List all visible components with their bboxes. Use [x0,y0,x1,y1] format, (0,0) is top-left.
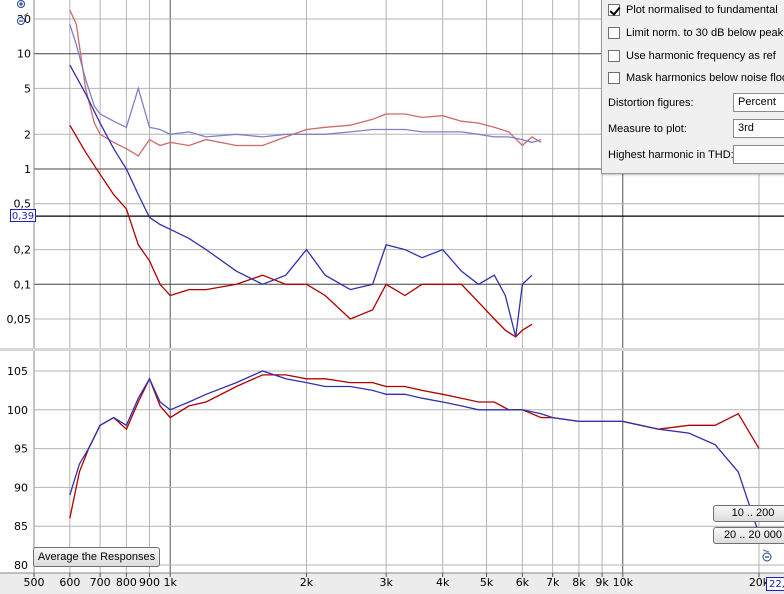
checkbox-plot-normalised-box[interactable] [608,4,620,16]
bottom-y-tick-label: 100 [7,404,28,417]
checkbox-limit-norm-box[interactable] [608,27,620,39]
range-20-20000-button[interactable]: 20 .. 20 000 [713,527,784,544]
x-tick-label: 7k [546,576,560,589]
bottom-y-tick-label: 105 [7,365,28,378]
x-tick-label: 700 [90,576,111,589]
top-y-tick-label: 0,5 [14,198,32,211]
top-y-tick-label: 0,1 [14,278,32,291]
x-tick-label: 500 [24,576,45,589]
highest-harmonic-label: Highest harmonic in THD: [608,149,734,161]
top-plot-series [69,9,542,338]
x-cursor-readout: 22, [766,577,784,591]
x-tick-label: 600 [59,576,80,589]
x-tick-label: 8k [572,576,586,589]
top-y-tick-label: 5 [24,82,31,95]
top-plot-grid [0,0,784,351]
x-tick-label: 20k [749,576,770,589]
zoom-in-icon[interactable] [16,0,30,14]
controls-panel: Plot normalised to fundamental Limit nor… [601,0,784,174]
bottom-series-2 [69,370,760,535]
top-series-2 [69,24,542,144]
top-series-1 [69,9,542,157]
x-tick-label: 4k [436,576,450,589]
axis-labels: 20105210,50,20,10,0510510095908580500600… [0,13,784,594]
x-tick-label: 5k [480,576,494,589]
zoom-out-icon[interactable] [16,12,30,26]
top-y-tick-label: 2 [24,128,31,141]
distortion-figures-select[interactable]: Percent [733,93,784,112]
cursor-value-label: 0,39 [10,209,36,222]
top-y-tick-label: 0,2 [14,244,32,257]
x-tick-label: 9k [595,576,609,589]
checkbox-limit-norm-label: Limit norm. to 30 dB below peak [626,27,784,39]
x-tick-label: 900 [139,576,160,589]
bottom-y-tick-label: 95 [14,443,28,456]
bottom-y-tick-label: 90 [14,481,28,494]
measure-to-plot-label: Measure to plot: [608,123,687,135]
checkbox-mask-harmonics-label: Mask harmonics below noise floor [626,72,784,84]
x-tick-label: 10k [613,576,634,589]
x-tick-label: 2k [300,576,314,589]
bottom-plot-series [69,370,760,535]
checkbox-use-harmonic-freq-label: Use harmonic frequency as ref [626,50,776,62]
x-tick-label: 3k [379,576,393,589]
x-axis-strip [0,573,784,594]
top-y-tick-label: 1 [24,163,31,176]
range-10-200-button[interactable]: 10 .. 200 [713,505,784,522]
checkbox-mask-harmonics-box[interactable] [608,72,620,84]
top-series-3 [69,124,533,338]
checkbox-plot-normalised[interactable]: Plot normalised to fundamental [608,1,778,19]
checkbox-plot-normalised-label: Plot normalised to fundamental [626,4,778,16]
x-tick-label: 6k [516,576,530,589]
top-y-tick-label: 0,05 [7,313,32,326]
checkbox-use-harmonic-freq-box[interactable] [608,50,620,62]
measure-to-plot-select[interactable]: 3rd [733,119,784,138]
plot-separator [0,348,784,351]
average-responses-button[interactable]: Average the Responses [33,547,160,567]
magnifier-icon[interactable] [760,548,774,562]
distortion-figures-label: Distortion figures: [608,97,694,109]
checkbox-limit-norm[interactable]: Limit norm. to 30 dB below peak [608,24,783,42]
checkbox-use-harmonic-freq[interactable]: Use harmonic frequency as ref [608,47,776,65]
top-series-4 [69,64,533,338]
bottom-y-tick-label: 85 [14,520,28,533]
checkbox-mask-harmonics[interactable]: Mask harmonics below noise floor [608,69,784,87]
top-y-tick-label: 10 [17,48,31,61]
bottom-y-tick-label: 80 [14,559,28,572]
x-tick-label: 1k [164,576,178,589]
highest-harmonic-input[interactable] [733,145,784,164]
x-tick-label: 800 [116,576,137,589]
